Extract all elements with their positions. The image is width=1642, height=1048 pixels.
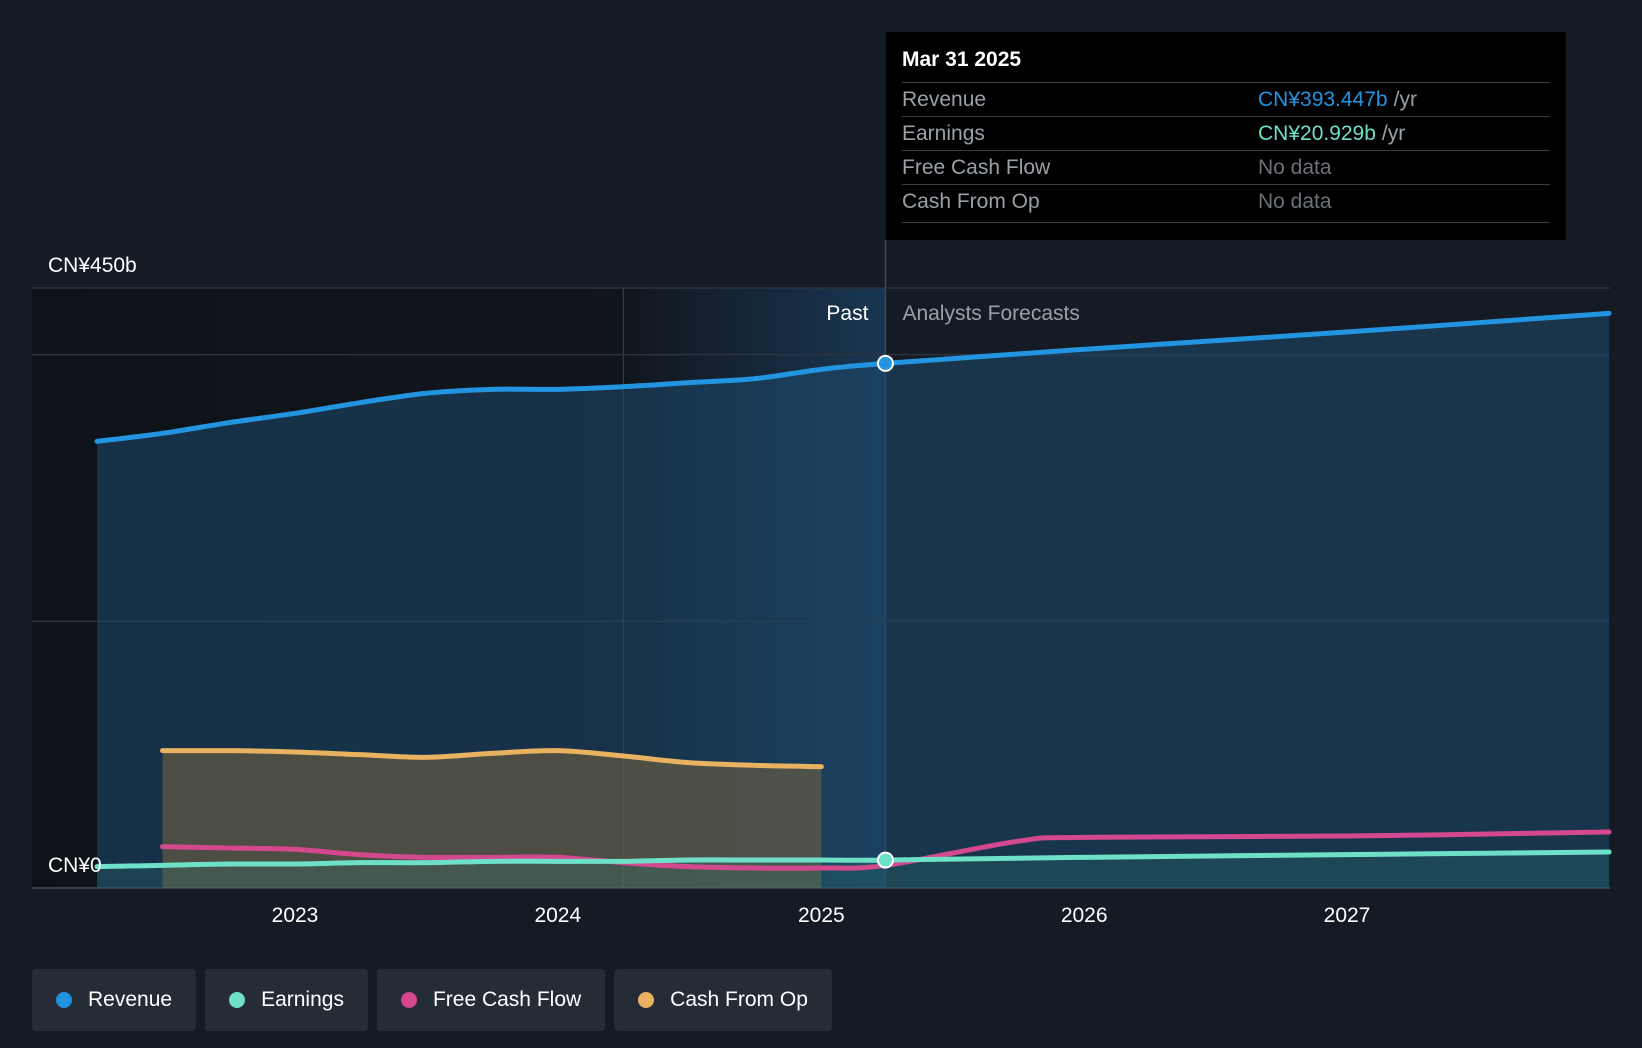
- legend-label: Cash From Op: [670, 988, 808, 1011]
- tooltip-row-earnings: Earnings CN¥20.929b/yr: [902, 116, 1550, 151]
- tooltip-date: Mar 31 2025: [902, 48, 1022, 71]
- legend-item-earnings[interactable]: Earnings: [205, 969, 368, 1031]
- revenue-area: [96, 313, 1610, 888]
- tooltip-label: Free Cash Flow: [902, 156, 1051, 179]
- legend-label: Free Cash Flow: [432, 988, 582, 1011]
- y-tick-label: CN¥0: [48, 854, 102, 877]
- legend-label: Revenue: [88, 988, 173, 1011]
- legend-item-revenue[interactable]: Revenue: [32, 969, 197, 1031]
- legend-label: Earnings: [261, 988, 344, 1011]
- x-tick-label: 2026: [1061, 904, 1108, 927]
- tooltip-value: No data: [1258, 156, 1332, 179]
- free-cash-flow-line: [160, 829, 1612, 871]
- x-tick-label: 2025: [798, 904, 845, 927]
- tooltip-row-cfo: Cash From Op No data: [902, 184, 1550, 219]
- revenue-line: [94, 310, 1612, 444]
- legend-item-free-cash-flow[interactable]: Free Cash Flow: [376, 969, 606, 1031]
- tooltip-row-fcf: Free Cash Flow No data: [902, 150, 1550, 185]
- legend-dot-icon: [638, 992, 655, 1008]
- legend-dot-icon: [400, 992, 417, 1008]
- tooltip-value: No data: [1258, 190, 1332, 213]
- past-label: Past: [826, 302, 868, 325]
- legend-dot-icon: [56, 992, 72, 1008]
- legend-dot-icon: [229, 992, 246, 1008]
- y-tick-label: CN¥450b: [48, 254, 137, 277]
- x-tick-label: 2023: [272, 904, 319, 927]
- earnings-line: [94, 849, 1612, 870]
- x-tick-label: 2027: [1324, 904, 1371, 927]
- tooltip-divider: [902, 222, 1550, 223]
- legend: Revenue Earnings Free Cash Flow Cash Fro…: [32, 969, 832, 1031]
- legend-item-cash-from-op[interactable]: Cash From Op: [614, 969, 832, 1031]
- tooltip-row-revenue: Revenue CN¥393.447b/yr: [902, 82, 1550, 117]
- tooltip-label: Cash From Op: [902, 190, 1040, 213]
- tooltip-label: Revenue: [902, 88, 987, 111]
- x-tick-label: 2024: [534, 904, 581, 927]
- tooltip-label: Earnings: [902, 122, 985, 145]
- tooltip-value: CN¥393.447b/yr: [1258, 88, 1417, 111]
- revenue-marker: [876, 354, 894, 372]
- forecast-label: Analysts Forecasts: [902, 302, 1079, 325]
- tooltip-value: CN¥20.929b/yr: [1258, 122, 1406, 145]
- earnings-marker: [876, 851, 894, 869]
- tooltip: Mar 31 2025 Revenue CN¥393.447b/yr Earni…: [886, 32, 1566, 240]
